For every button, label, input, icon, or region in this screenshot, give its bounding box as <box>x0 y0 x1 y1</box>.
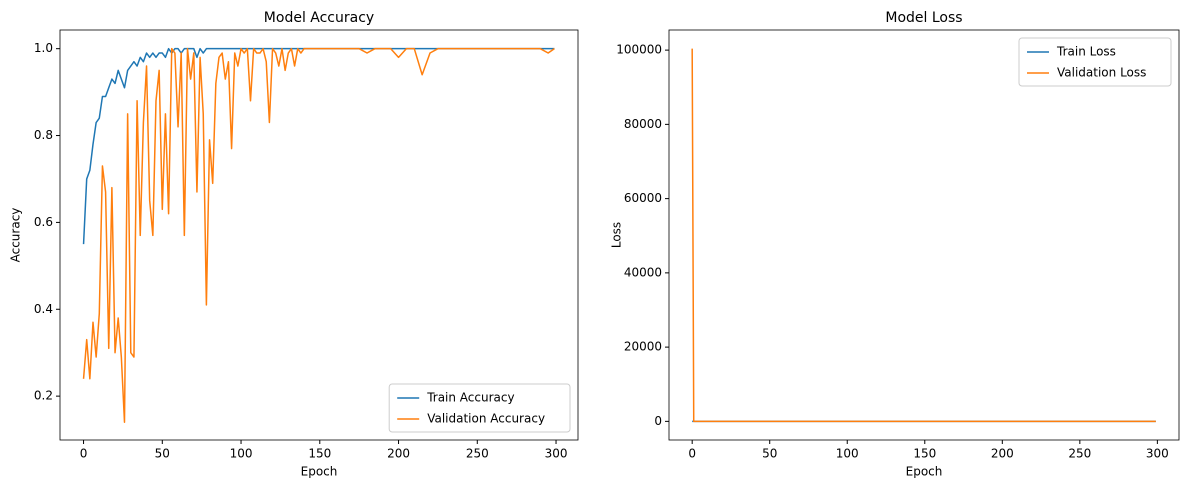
x-tick-label: 300 <box>545 447 568 461</box>
x-tick-label: 100 <box>230 447 253 461</box>
y-tick-label: 20000 <box>624 340 662 354</box>
legend-label: Train Loss <box>1056 45 1116 59</box>
y-tick-label: 0 <box>654 414 662 428</box>
y-tick-label: 1.0 <box>34 41 53 55</box>
legend-box <box>388 383 571 433</box>
data-line <box>82 47 555 423</box>
x-tick-label: 250 <box>466 447 489 461</box>
y-tick-label: 80000 <box>624 117 662 131</box>
y-tick-label: 0.8 <box>34 128 53 142</box>
x-tick-label: 300 <box>1146 447 1169 461</box>
x-tick-label: 200 <box>387 447 410 461</box>
x-axis-label: Epoch <box>301 465 338 479</box>
x-tick-label: 200 <box>991 447 1014 461</box>
x-tick-label: 50 <box>762 447 777 461</box>
y-axis-label: Loss <box>610 222 624 248</box>
y-tick-label: 40000 <box>624 265 662 279</box>
x-tick-label: 0 <box>688 447 696 461</box>
y-tick-label: 0.4 <box>34 302 53 316</box>
axes-frame <box>59 29 579 441</box>
y-tick-label: 60000 <box>624 191 662 205</box>
y-tick-label: 100000 <box>616 43 662 57</box>
data-line <box>691 48 1156 423</box>
legend-box <box>1018 37 1172 87</box>
y-axis-label: Accuracy <box>9 208 23 263</box>
x-tick-label: 0 <box>80 447 88 461</box>
x-tick-label: 150 <box>913 447 936 461</box>
legend-label: Validation Loss <box>1057 66 1146 80</box>
x-tick-label: 150 <box>308 447 331 461</box>
y-tick-label: 0.6 <box>34 215 53 229</box>
chart-title: Model Loss <box>885 10 962 26</box>
x-tick-label: 250 <box>1068 447 1091 461</box>
y-tick-label: 0.2 <box>34 389 53 403</box>
legend-label: Train Accuracy <box>426 391 514 405</box>
data-line <box>82 47 555 245</box>
x-tick-label: 50 <box>155 447 170 461</box>
x-axis-label: Epoch <box>906 465 943 479</box>
x-tick-label: 100 <box>836 447 859 461</box>
legend-label: Validation Accuracy <box>427 412 545 426</box>
axes-frame <box>668 29 1180 441</box>
chart-title: Model Accuracy <box>264 10 374 26</box>
